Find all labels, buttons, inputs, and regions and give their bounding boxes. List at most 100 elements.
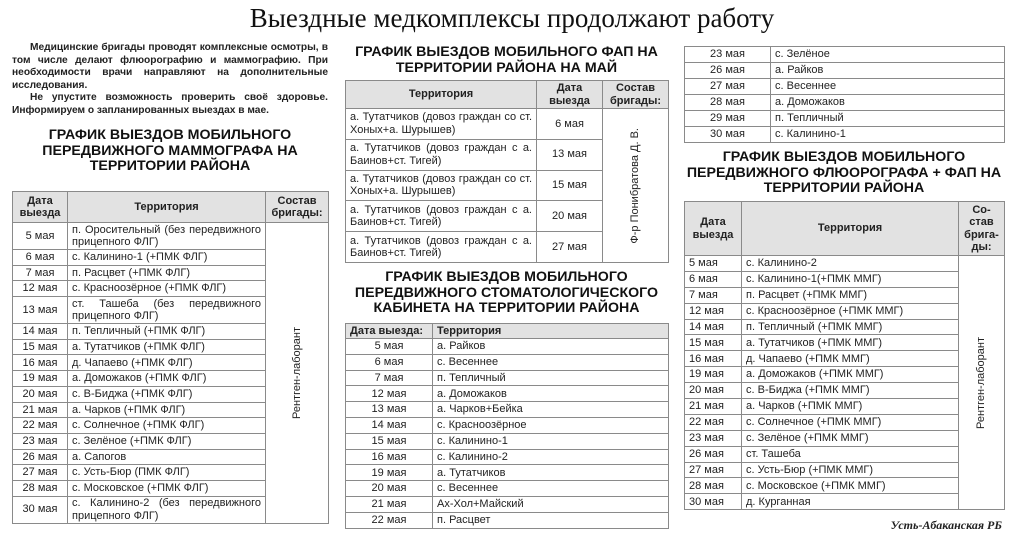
date-cell: 22 мая: [684, 413, 742, 431]
brigade-name: Рентген-лаборант: [290, 326, 303, 419]
territory-cell: п. Расцвет: [432, 511, 669, 529]
table-row: 14 мая п. Тепличный (+ПМК ФЛГ): [12, 323, 329, 340]
territory-cell: п. Расцвет (+ПМК ФЛГ): [67, 264, 266, 282]
intro-paragraph: Медицинские бригады проводят комплексные…: [12, 42, 328, 91]
territory-cell: с. Калинино-1: [432, 432, 669, 450]
territory-cell: с. Весеннее: [432, 353, 669, 371]
territory-cell: с. Калинино-2: [741, 255, 959, 272]
column-header: Территория: [67, 191, 266, 223]
date-cell: 21 мая: [12, 401, 68, 419]
territory-cell: а. Тутатчиков (+ПМК ММГ): [741, 334, 959, 352]
fluoro-title: ГРАФИК ВЫЕЗДОВ МОБИЛЬНОГО ПЕРЕДВИЖНОГО Ф…: [686, 149, 1002, 196]
table-row: 22 мая с. Солнечное (+ПМК ММГ): [684, 413, 1005, 431]
date-cell: 28 мая: [684, 94, 771, 111]
territory-cell: с. Московское (+ПМК ФЛГ): [67, 479, 266, 497]
territory-cell: а. Тутатчиков (довоз граждан со ст. Хоны…: [345, 169, 537, 202]
table-row: 14 мая п. Тепличный (+ПМК ММГ): [684, 318, 1005, 336]
brigade-cell: Рентген-лаборант: [265, 222, 329, 524]
table-row: 21 мая а. Чарков (+ПМК ММГ): [684, 398, 1005, 415]
territory-cell: с. Калинино-1 (+ПМК ФЛГ): [67, 249, 266, 266]
territory-cell: с. Красноозёрное (+ПМК ФЛГ): [67, 280, 266, 298]
table-row: 19 мая а. Тутатчиков: [345, 464, 669, 482]
table-row: а. Тутатчиков (довоз граждан со ст. Хоны…: [345, 169, 669, 202]
territory-cell: а. Райков: [432, 338, 669, 355]
date-cell: 16 мая: [12, 354, 68, 372]
table-row: 13 мая ст. Ташеба (без передвижного прице…: [12, 296, 329, 325]
intro-paragraph: Не упустите возможность проверить своё з…: [12, 92, 328, 116]
table-row: а. Тутатчиков (довоз граждан с а. Баинов…: [345, 231, 669, 263]
table-row: 12 мая а. Доможаков: [345, 385, 669, 403]
table-row: а. Тутатчиков (довоз граждан со ст. Хоны…: [345, 108, 669, 263]
date-cell: 13 мая: [12, 296, 68, 325]
territory-cell: а. Райков: [770, 62, 1005, 79]
territory-cell: с. Зелёное (+ПМК ФЛГ): [67, 432, 266, 450]
date-cell: 7 мая: [345, 369, 433, 387]
column-header: Территория: [345, 80, 537, 109]
date-cell: 13 мая: [345, 401, 433, 418]
date-cell: 20 мая: [345, 480, 433, 497]
date-cell: 16 мая: [345, 448, 433, 466]
territory-cell: Ах-Хол+Майский: [432, 495, 669, 513]
column-header: Дата выезда: [12, 191, 68, 223]
territory-cell: с. Калинино-2: [432, 448, 669, 466]
territory-cell: с. Калинино-1: [770, 126, 1005, 143]
table-row: 12 мая с. Красноозёрное (+ПМК ФЛГ): [12, 280, 329, 298]
territory-cell: ст. Ташеба: [741, 445, 959, 463]
territory-cell: а. Доможаков: [432, 385, 669, 403]
date-cell: 23 мая: [684, 429, 742, 447]
date-cell: 20 мая: [684, 382, 742, 400]
dental-schedule-table: Дата выезда: Территория 5 мая а. Райков 6 ма…: [345, 323, 669, 529]
column-header: Дата выезда: [536, 80, 603, 109]
date-cell: 7 мая: [12, 264, 68, 282]
territory-cell: а. Тутатчиков (довоз граждан с а. Баинов…: [345, 138, 537, 171]
territory-cell: п. Оросительный (без передвижного прицеп…: [67, 222, 266, 250]
territory-cell: д. Курганная: [741, 493, 959, 511]
date-cell: 23 мая: [12, 432, 68, 450]
territory-cell: с. Солнечное (+ПМК ММГ): [741, 413, 959, 431]
date-cell: 12 мая: [12, 280, 68, 298]
intro-text: Медицинские бригады проводят комплексные…: [12, 42, 328, 118]
table-row: 12 мая с. Красноозёрное (+ПМК ММГ): [684, 302, 1005, 320]
table-row: 15 мая с. Калинино-1: [345, 432, 669, 450]
date-cell: 30 мая: [12, 495, 68, 524]
territory-cell: а. Тутатчиков (довоз граждан с а. Баинов…: [345, 231, 537, 263]
column-header: Территория: [741, 201, 959, 256]
mammograph-title: ГРАФИК ВЫЕЗДОВ МОБИЛЬНОГО ПЕРЕДВИЖНОГО М…: [42, 127, 298, 174]
date-cell: 21 мая: [684, 398, 742, 415]
date-cell: 15 мая: [536, 169, 603, 202]
brigade-cell: Рентген-лаборант: [958, 254, 1005, 511]
table-row: 27 мая с. Весеннее: [684, 78, 1005, 95]
fap-schedule-table: Территория Дата выезда Состав бригады: а. Т…: [345, 80, 669, 263]
table-row: 26 мая ст. Ташеба: [684, 445, 1005, 463]
date-cell: 27 мая: [684, 461, 742, 479]
territory-cell: д. Чапаево (+ПМК ФЛГ): [67, 354, 266, 372]
header-row: Дата выезда Территория Состав бригады:: [12, 191, 329, 223]
table-row: 15 мая а. Тутатчиков (+ПМК ФЛГ): [12, 338, 329, 356]
table-row: 30 мая д. Курганная: [684, 493, 1005, 511]
date-cell: 15 мая: [12, 338, 68, 356]
territory-cell: с. Калинино-2 (без передвижного прицепно…: [67, 495, 266, 524]
territory-cell: с. Весеннее: [432, 480, 669, 497]
date-cell: 7 мая: [684, 286, 742, 304]
date-cell: 6 мая: [12, 249, 68, 266]
territory-cell: а. Чарков (+ПМК ММГ): [741, 398, 959, 415]
date-cell: 14 мая: [345, 416, 433, 434]
territory-cell: с. Красноозёрное: [432, 416, 669, 434]
territory-cell: а. Тутатчиков (+ПМК ФЛГ): [67, 338, 266, 356]
table-row: 23 мая с. Зелёное (+ПМК ФЛГ): [12, 432, 329, 450]
date-cell: 22 мая: [345, 511, 433, 529]
column-header: Состав бригады:: [602, 80, 669, 109]
date-cell: 29 мая: [684, 110, 771, 127]
dental-schedule-table-continued: 23 мая с. Зелёное 26 мая а. Райков 27 мая с. …: [684, 46, 1005, 143]
date-cell: 14 мая: [12, 323, 68, 340]
territory-cell: а. Доможаков (+ПМК ММГ): [741, 366, 959, 384]
date-cell: 23 мая: [684, 46, 771, 63]
date-cell: 27 мая: [684, 78, 771, 95]
territory-cell: с. Калинино-1(+ПМК ММГ): [741, 270, 959, 288]
territory-cell: с. Зелёное: [770, 46, 1005, 63]
table-row: 6 мая с. Весеннее: [345, 353, 669, 371]
date-cell: 22 мая: [12, 417, 68, 434]
mammograph-schedule-table: Дата выезда Территория Состав бригады: 5 ма…: [12, 191, 329, 524]
table-row: 26 мая а. Райков: [684, 62, 1005, 79]
table-row: 21 мая а. Чарков (+ПМК ФЛГ): [12, 401, 329, 419]
